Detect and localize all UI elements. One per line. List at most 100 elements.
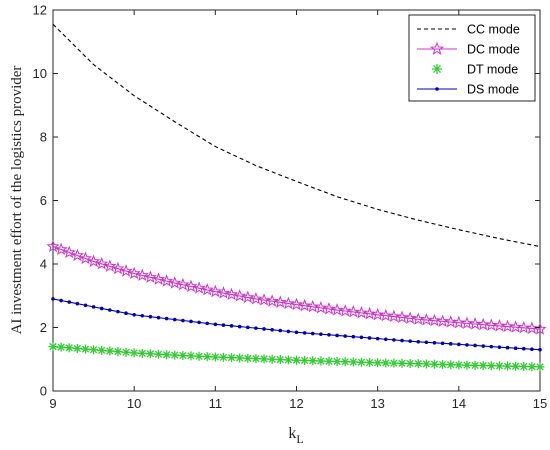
data-point: [156, 315, 161, 320]
data-point: [330, 303, 344, 316]
data-point: [381, 358, 391, 368]
data-point: [111, 261, 125, 275]
data-point: [127, 266, 141, 280]
data-point: [348, 357, 358, 367]
data-point: [500, 319, 515, 333]
data-point-stroke: [146, 350, 155, 358]
data-point: [151, 272, 166, 285]
data-point-stroke: [236, 354, 244, 362]
data-point-stroke: [154, 350, 163, 358]
data-point: [535, 362, 545, 372]
data-point: [397, 358, 407, 368]
data-point: [278, 328, 283, 333]
data-point: [243, 353, 253, 363]
data-point: [67, 300, 72, 304]
data-point-stroke: [89, 346, 98, 354]
data-point: [251, 354, 261, 364]
data-point-stroke: [455, 361, 463, 369]
data-point: [257, 293, 271, 306]
series-dc-mode: [46, 239, 547, 335]
data-point: [324, 356, 334, 366]
data-point: [332, 356, 342, 366]
data-point: [208, 284, 222, 298]
data-point: [530, 347, 534, 352]
data-point: [48, 342, 58, 352]
data-point-stroke: [219, 353, 228, 361]
data-point: [119, 264, 133, 277]
data-point: [346, 305, 360, 318]
data-point-stroke: [244, 354, 252, 362]
data-point: [468, 317, 482, 330]
data-point: [72, 343, 82, 353]
data-point: [489, 344, 494, 349]
data-point: [387, 309, 401, 323]
data-point: [124, 311, 128, 316]
legend: CC mode DC mode DT mode DS mode: [408, 14, 536, 102]
data-point: [189, 319, 193, 324]
legend-box: [408, 14, 536, 102]
data-point-stroke: [309, 357, 317, 365]
data-point: [383, 337, 388, 342]
data-point: [289, 297, 304, 311]
data-point-stroke: [333, 357, 341, 366]
data-point-stroke: [520, 362, 528, 371]
data-point: [249, 292, 263, 305]
series-ds-mode: [51, 297, 542, 352]
data-point: [462, 360, 472, 370]
data-point: [427, 313, 442, 327]
data-point: [229, 324, 234, 328]
data-point: [419, 313, 433, 326]
data-point-stroke: [138, 349, 146, 357]
data-point: [395, 310, 409, 324]
data-point: [227, 353, 237, 363]
data-point: [371, 307, 385, 321]
data-point: [457, 342, 461, 347]
data-point: [486, 361, 496, 371]
data-point-stroke: [187, 352, 195, 360]
data-point-stroke: [300, 356, 309, 365]
data-point-stroke: [73, 344, 81, 353]
data-point-stroke: [284, 356, 293, 364]
data-point: [509, 320, 523, 333]
data-point: [484, 318, 498, 331]
data-point: [83, 303, 88, 308]
legend-label: DS mode: [467, 83, 519, 97]
data-point: [494, 361, 504, 371]
data-point: [389, 358, 399, 368]
data-point: [265, 294, 279, 307]
data-point-stroke: [57, 343, 65, 351]
data-point-stroke: [276, 355, 284, 364]
data-point: [62, 245, 76, 259]
data-point: [172, 317, 177, 322]
data-point: [145, 349, 155, 359]
y-tick-label: 10: [33, 66, 47, 81]
data-point: [513, 346, 518, 351]
data-point: [75, 301, 80, 306]
data-point: [64, 343, 74, 353]
data-point: [164, 316, 169, 321]
data-point: [78, 251, 93, 265]
data-point-stroke: [227, 354, 236, 362]
data-point: [113, 347, 123, 357]
data-point: [517, 320, 531, 334]
data-point: [197, 320, 201, 325]
data-point-stroke: [349, 358, 357, 366]
data-point: [492, 318, 507, 332]
data-point: [59, 298, 63, 303]
data-point: [503, 361, 513, 371]
data-point-stroke: [65, 344, 73, 352]
data-point: [143, 270, 157, 283]
data-point: [405, 359, 415, 369]
data-point: [270, 327, 274, 332]
legend-label: CC mode: [467, 23, 520, 37]
data-point-stroke: [398, 359, 406, 367]
data-point: [314, 300, 328, 314]
data-point-stroke: [171, 351, 179, 359]
data-point-stroke: [260, 355, 268, 363]
data-point: [300, 355, 310, 365]
data-point: [56, 342, 66, 352]
data-point: [267, 354, 277, 364]
data-point: [424, 340, 429, 345]
data-point: [200, 282, 214, 296]
series-line: [52, 23, 541, 248]
